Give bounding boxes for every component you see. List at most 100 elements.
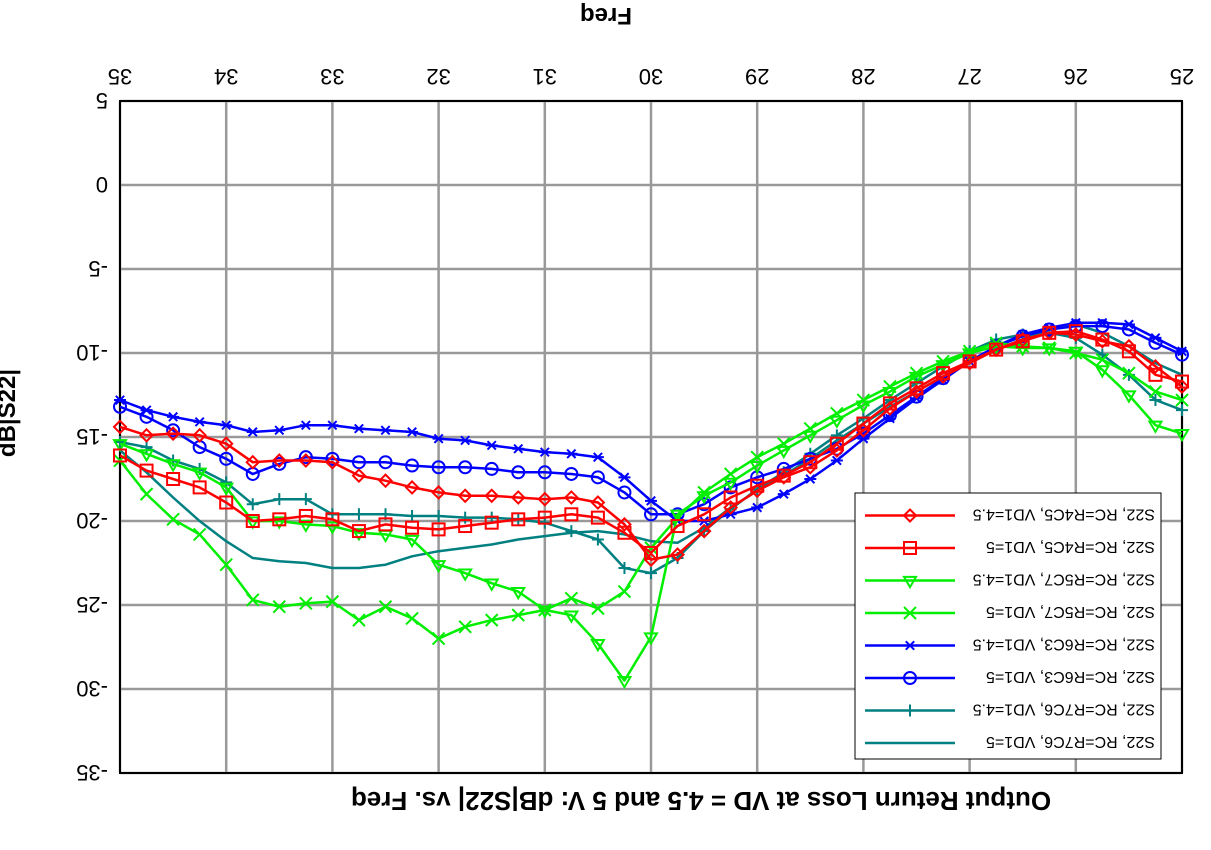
data-point (352, 613, 366, 627)
data-point (483, 578, 500, 592)
series-line (119, 331, 1183, 561)
data-point (1174, 429, 1190, 443)
data-point (697, 507, 712, 522)
legend-swatch-marker (902, 508, 918, 523)
data-point (138, 449, 155, 463)
data-point (404, 479, 420, 495)
legend-swatch-marker (903, 671, 917, 685)
x-tick-label: 26 (1064, 64, 1088, 89)
data-point (245, 514, 260, 528)
data-point (351, 524, 366, 539)
data-point (299, 493, 312, 506)
data-point (351, 528, 367, 542)
data-point (1148, 384, 1163, 399)
x-tick-label: 27 (957, 64, 981, 89)
data-point (406, 427, 419, 437)
data-point (219, 451, 234, 466)
data-point (1068, 346, 1084, 360)
data-point (139, 487, 154, 501)
legend-label: S22, RC=R5C7, VD1=4.5 (973, 571, 1155, 588)
data-point (751, 502, 764, 513)
data-point (192, 527, 207, 542)
data-point (431, 485, 447, 500)
data-point (829, 415, 845, 429)
data-point (459, 435, 472, 446)
legend: S22, RC=R7C6, VD1=5 S22, RC=R7C6, VD1=4.5… (854, 492, 1162, 760)
data-point (804, 474, 817, 484)
data-point (670, 547, 685, 563)
data-point (1015, 332, 1031, 347)
data-point (219, 495, 234, 510)
data-point (1148, 367, 1163, 382)
data-point (537, 465, 552, 480)
data-point (563, 490, 579, 505)
data-point (617, 584, 632, 599)
data-point (590, 510, 605, 525)
data-point (618, 562, 631, 575)
data-point (830, 455, 843, 466)
data-point (1069, 346, 1083, 360)
data-point (1149, 394, 1162, 407)
data-point (722, 477, 739, 491)
data-point (511, 512, 526, 527)
x-tick-label: 32 (426, 64, 450, 89)
data-point (723, 500, 739, 515)
legend-label: S22, RC=R4C5, VD1=4.5 (973, 506, 1155, 523)
data-point (935, 369, 951, 384)
series-layer (112, 317, 1190, 690)
data-point (113, 448, 127, 463)
data-point (404, 534, 420, 549)
data-point (590, 470, 605, 485)
data-point (218, 436, 234, 452)
data-point (191, 467, 208, 481)
data-point (855, 400, 872, 414)
data-point (565, 448, 578, 459)
data-point (432, 433, 445, 444)
data-point (1095, 353, 1110, 367)
data-point (565, 525, 578, 538)
data-point (564, 591, 579, 605)
data-point (510, 490, 526, 505)
data-point (352, 423, 365, 434)
data-point (1174, 379, 1190, 395)
x-tick-label: 30 (639, 64, 663, 89)
data-point (379, 425, 392, 436)
x-tick-label: 35 (108, 64, 132, 89)
data-point (192, 480, 207, 495)
data-point (218, 482, 234, 496)
data-point (458, 519, 473, 534)
data-point (538, 447, 551, 458)
tick-labels: 25 26 27 28 29 30 31 32 33 34 35 -35 -30 -25 -20 -15 -10… (76, 64, 1194, 785)
data-point (1176, 404, 1188, 417)
x-tick-label: 29 (745, 64, 769, 89)
data-point (591, 452, 604, 463)
data-point (564, 507, 579, 522)
data-point (352, 508, 365, 521)
y-axis-label: dB|S22| (0, 369, 21, 457)
data-point (988, 342, 1004, 358)
legend-label: S22, RC=R5C7, VD1=5 (986, 603, 1155, 620)
data-point (616, 676, 633, 690)
data-point (351, 468, 367, 484)
data-point (406, 509, 419, 522)
data-point (510, 586, 526, 601)
data-point (591, 533, 604, 546)
legend-item-1: S22, RC=R7C6, VD1=4.5 (865, 701, 1155, 718)
data-point (272, 456, 287, 471)
data-point (1121, 338, 1137, 354)
data-point (1094, 365, 1111, 379)
data-point (1175, 347, 1189, 362)
data-point (670, 519, 685, 534)
data-point (378, 455, 393, 470)
data-point (298, 519, 314, 533)
data-point (271, 516, 288, 530)
data-point (617, 485, 632, 500)
data-point (166, 423, 181, 438)
data-point (458, 460, 473, 475)
data-point (166, 512, 180, 527)
data-point (618, 472, 631, 483)
data-point (643, 552, 659, 568)
data-point (298, 453, 314, 468)
legend-items: S22, RC=R7C6, VD1=5 S22, RC=R7C6, VD1=4.5… (865, 506, 1155, 750)
data-point (776, 469, 792, 485)
